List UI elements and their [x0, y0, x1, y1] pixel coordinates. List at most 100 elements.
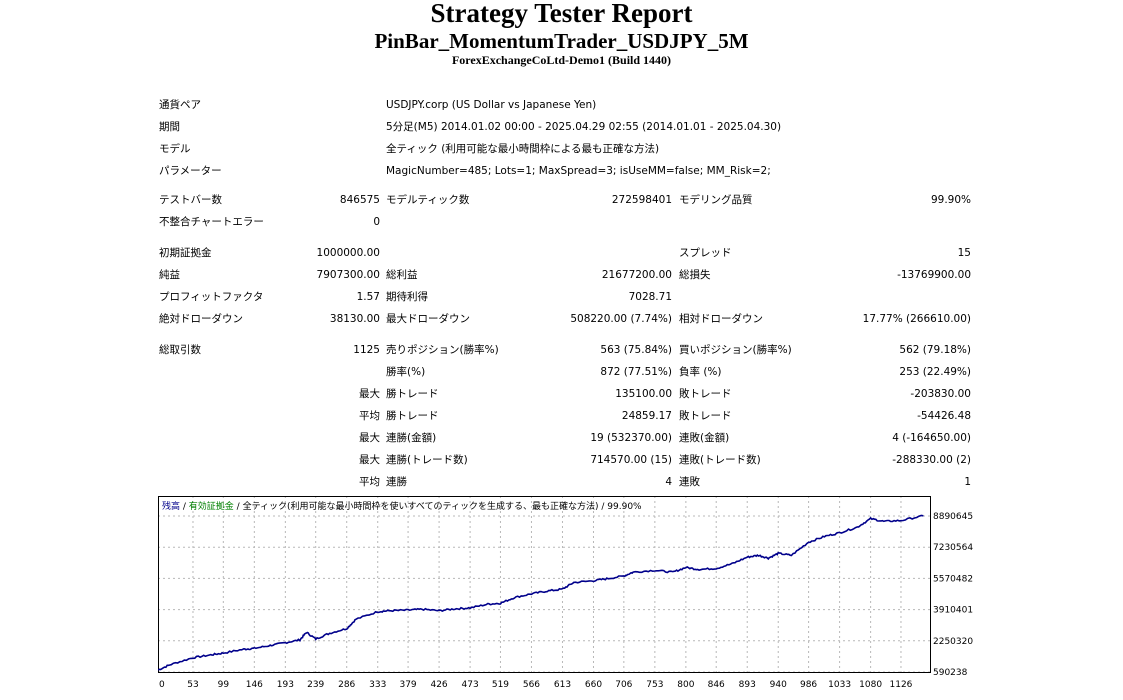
balance-chart-svg: 残高 / 有効証拠金 / 全ティック(利用可能な最小時間枠を使いすべてのティック… [157, 496, 973, 690]
abs-dd-value: 38130.00 [329, 313, 380, 325]
legend-sep3: / [599, 502, 608, 512]
params-value: MagicNumber=485; Lots=1; MaxSpread=3; is… [386, 165, 771, 177]
avg-loss-value: -54426.48 [917, 410, 971, 422]
abs-dd-label: 絶対ドローダウン [159, 313, 243, 325]
net-value: 7907300.00 [316, 269, 380, 281]
x-tick-label: 473 [462, 680, 479, 690]
avg-win-label: 勝トレード [386, 410, 439, 422]
x-tick-label: 940 [770, 680, 787, 690]
pair-value: USDJPY.corp (US Dollar vs Japanese Yen) [386, 99, 597, 111]
pf-value: 1.57 [356, 291, 380, 303]
server-build: ForexExchangeCoLtd-Demo1 (Build 1440) [451, 53, 672, 67]
legend-model: 全ティック(利用可能な最小時間枠を使いすべてのティックを生成する、最も正確な方法… [243, 500, 599, 512]
cons-loss-cnt-label: 連敗(トレード数) [679, 454, 761, 466]
x-tick-label: 893 [739, 680, 756, 690]
long-value: 562 (79.18%) [899, 344, 971, 356]
model-label: モデル [159, 143, 191, 155]
pf-label: プロフィットファクタ [159, 291, 264, 303]
win-rate-value: 872 (77.51%) [600, 366, 672, 378]
max-dd-label: 最大ドローダウン [386, 313, 470, 325]
avg-label: 平均 [359, 476, 380, 488]
quality-label: モデリング品質 [679, 194, 753, 206]
quality-value: 99.90% [930, 194, 971, 206]
cons-win-value: 4 [665, 476, 672, 488]
spread-label: スプレッド [679, 247, 732, 259]
loss-rate-value: 253 (22.49%) [899, 366, 971, 378]
max-label: 最大 [359, 432, 380, 444]
y-tick-label: 3910401 [933, 606, 973, 616]
x-tick-label: 426 [430, 680, 447, 690]
x-tick-label: 239 [307, 680, 324, 690]
x-tick-label: 1080 [859, 680, 882, 690]
cons-loss-value: 1 [964, 476, 971, 488]
cons-win-label: 連勝 [386, 476, 407, 488]
max-dd-value: 508220.00 (7.74%) [570, 313, 672, 325]
avg-label: 平均 [359, 410, 380, 422]
max-win-value: 135100.00 [615, 388, 672, 400]
net-label: 純益 [159, 269, 180, 281]
params-label: パラメーター [159, 165, 222, 177]
long-label: 買いポジション(勝率%) [679, 344, 792, 356]
loss-rate-label: 負率 (%) [679, 366, 722, 378]
x-tick-label: 800 [677, 680, 694, 690]
chart-legend: 残高 / 有効証拠金 / 全ティック(利用可能な最小時間枠を使いすべてのティック… [162, 500, 642, 512]
y-tick-labels: 590238 2250320 3910401 5570482 7230564 889064… [933, 512, 973, 678]
max-label: 最大 [359, 454, 380, 466]
cons-win-amt-label: 連勝(金額) [386, 432, 437, 444]
balance-chart: 残高 / 有効証拠金 / 全ティック(利用可能な最小時間枠を使いすべてのティック… [157, 496, 978, 700]
cons-loss-amt-label: 連敗(金額) [679, 432, 730, 444]
x-tick-label: 193 [277, 680, 294, 690]
strategy-name: PinBar_MomentumTrader_USDJPY_5M [374, 29, 749, 53]
legend-margin: 有効証拠金 [189, 500, 234, 512]
legend-sep1: / [180, 502, 189, 512]
model-value: 全ティック (利用可能な最小時間枠による最も正確な方法) [386, 143, 660, 155]
x-tick-label: 986 [800, 680, 817, 690]
short-value: 563 (75.84%) [600, 344, 672, 356]
mismatch-value: 0 [373, 216, 380, 228]
legend-sep2: / [234, 502, 243, 512]
avg-loss-label: 敗トレード [679, 410, 732, 422]
cons-loss-amt-value: 4 (-164650.00) [892, 432, 971, 444]
y-tick-label: 7230564 [933, 543, 973, 553]
x-tick-labels: 0 53 99 146 193 239 286 333 379 426 473 519 566 613 66… [159, 680, 913, 690]
total-trades-value: 1125 [353, 344, 380, 356]
ticks-value: 272598401 [611, 194, 672, 206]
short-label: 売りポジション(勝率%) [386, 344, 499, 356]
gross-profit-label: 総利益 [386, 269, 418, 281]
mismatch-label: 不整合チャートエラー [159, 216, 264, 228]
bars-value: 846575 [339, 194, 380, 206]
period-value: 5分足(M5) 2014.01.02 00:00 - 2025.04.29 02… [386, 121, 782, 133]
x-tick-label: 1033 [828, 680, 851, 690]
x-tick-label: 753 [646, 680, 663, 690]
rel-dd-value: 17.77% (266610.00) [862, 313, 971, 325]
cons-win-cnt-label: 連勝(トレード数) [386, 454, 468, 466]
x-tick-label: 379 [399, 680, 416, 690]
gross-profit-value: 21677200.00 [601, 269, 672, 281]
legend-quality: 99.90% [607, 502, 642, 512]
x-tick-label: 519 [492, 680, 509, 690]
gross-loss-label: 総損失 [679, 269, 711, 281]
y-tick-label: 5570482 [933, 574, 973, 584]
plot-frame [158, 496, 931, 673]
x-tick-label: 846 [708, 680, 725, 690]
x-tick-label: 99 [218, 680, 230, 690]
max-loss-value: -203830.00 [910, 388, 971, 400]
deposit-value: 1000000.00 [316, 247, 380, 259]
y-tick-label: 8890645 [933, 512, 973, 522]
legend-balance: 残高 [162, 500, 180, 512]
deposit-label: 初期証拠金 [159, 247, 212, 259]
gross-loss-value: -13769900.00 [897, 269, 971, 281]
bars-label: テストバー数 [159, 194, 222, 206]
balance-line [157, 514, 924, 671]
x-tick-label: 286 [338, 680, 355, 690]
avg-win-value: 24859.17 [621, 410, 672, 422]
max-loss-label: 敗トレード [679, 388, 732, 400]
period-label: 期間 [159, 121, 180, 133]
x-tick-label: 333 [369, 680, 386, 690]
max-label: 最大 [359, 388, 380, 400]
win-rate-label: 勝率(%) [386, 366, 426, 378]
pair-label: 通貨ペア [159, 99, 201, 111]
total-trades-label: 総取引数 [159, 344, 201, 356]
x-tick-label: 0 [159, 680, 165, 690]
rel-dd-label: 相対ドローダウン [679, 313, 763, 325]
